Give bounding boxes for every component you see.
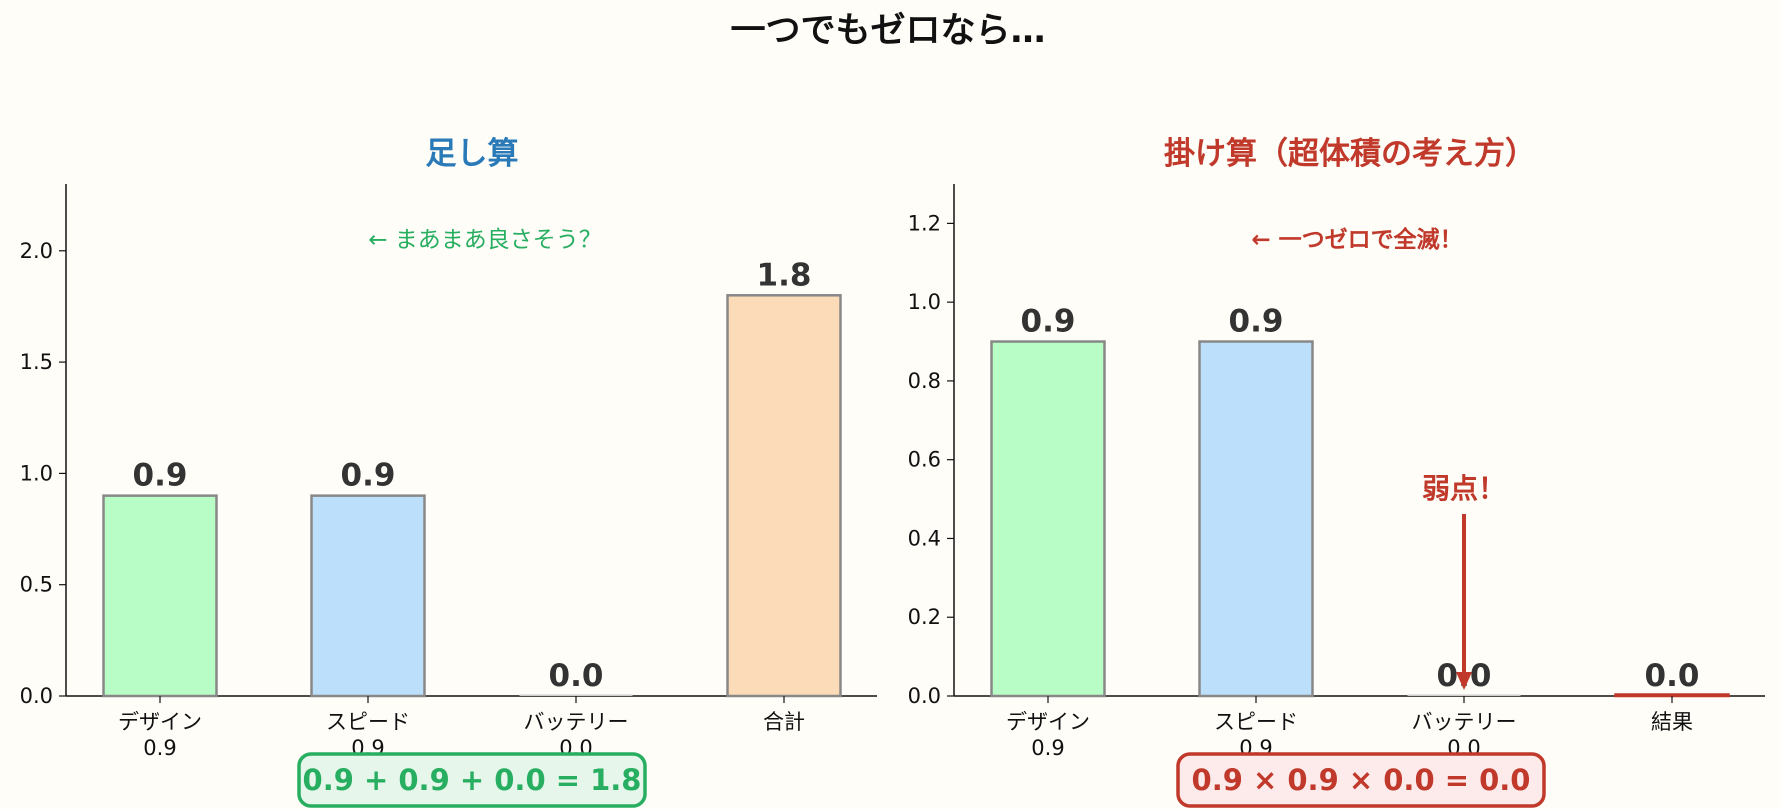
- formula-text: 0.9 × 0.9 × 0.0 = 0.0: [1192, 763, 1531, 797]
- y-tick-label: 0.0: [908, 684, 941, 708]
- bar-value-label: 0.9: [1021, 304, 1076, 340]
- formula-box: [1176, 752, 1546, 808]
- formula-text: 0.9 + 0.9 + 0.0 = 1.8: [303, 763, 642, 797]
- x-tick-label: 結果: [1651, 710, 1693, 734]
- y-tick-label: 0.8: [908, 369, 941, 393]
- y-tick-label: 0.4: [908, 526, 941, 550]
- y-tick-label: 1.0: [908, 290, 941, 314]
- x-tick-label: 合計: [763, 710, 805, 734]
- chart-title: 掛け算（超体積の考え方）: [1164, 136, 1536, 172]
- y-tick-label: 0.5: [20, 573, 53, 597]
- bar-value-label: 0.0: [1645, 658, 1700, 694]
- x-tick-label: バッテリー 0.0: [1412, 710, 1517, 760]
- bar: [990, 340, 1106, 698]
- bar: [519, 694, 633, 696]
- x-tick-label: デザイン 0.9: [1006, 710, 1090, 760]
- chart-title: 足し算: [426, 136, 519, 172]
- bar-value-label: 0.9: [1229, 304, 1284, 340]
- weak-point-label: 弱点！: [1422, 472, 1506, 505]
- x-tick-label: デザイン 0.9: [118, 710, 202, 760]
- y-tick-label: 0.6: [908, 448, 941, 472]
- chart-annotation: ← 一つゼロで全滅！: [1251, 226, 1462, 253]
- y-tick-label: 2.0: [20, 239, 53, 263]
- y-tick-label: 1.5: [20, 350, 53, 374]
- bar-value-label: 0.9: [133, 458, 188, 494]
- y-tick-label: 1.0: [20, 461, 53, 485]
- bar-value-label: 0.9: [341, 458, 396, 494]
- bar: [102, 494, 218, 698]
- bar: [726, 294, 842, 698]
- y-tick-label: 1.2: [908, 211, 941, 235]
- formula-box: [297, 752, 647, 808]
- bar: [1614, 693, 1730, 698]
- multiplication-chart: 掛け算（超体積の考え方） 0.0 0.2 0.4 0.6 0.8 1.0 1.2 デザイン 0.9…: [908, 136, 1765, 808]
- bar: [310, 494, 426, 698]
- y-tick-label: 0.2: [908, 605, 941, 629]
- figure-suptitle: 一つでもゼロなら…: [730, 11, 1045, 51]
- arrow-head-icon: [1456, 672, 1472, 690]
- bar-value-label: 1.8: [757, 257, 812, 293]
- bar: [1407, 694, 1521, 696]
- bar: [1198, 340, 1314, 698]
- chart-annotation: ← まあまあ良さそう？: [368, 227, 602, 253]
- bar-value-label: 0.0: [549, 658, 604, 694]
- y-tick-label: 0.0: [20, 684, 53, 708]
